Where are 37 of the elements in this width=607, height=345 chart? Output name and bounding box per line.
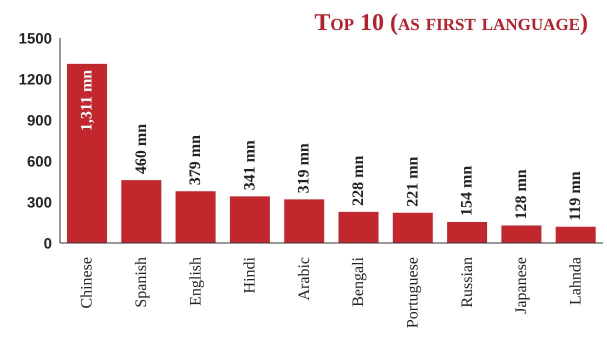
data-label: 319 mn	[296, 143, 313, 194]
data-label: 341 mn	[241, 140, 258, 190]
x-tick-label: Bengali	[350, 256, 368, 307]
x-tick-label: Russian	[458, 257, 476, 308]
bar	[121, 180, 162, 243]
bar	[392, 212, 433, 243]
x-tick-label: Arabic	[296, 257, 313, 301]
data-label: 1,311 mn	[78, 70, 96, 132]
data-label: 221 mn	[404, 156, 422, 207]
y-tick-label: 1500	[18, 30, 52, 48]
data-label: 154 mn	[458, 166, 476, 216]
y-tick-label: 600	[26, 153, 52, 170]
bar	[284, 199, 324, 243]
bar	[176, 191, 216, 243]
y-tick-label: 900	[26, 112, 52, 130]
data-label: 119 mn	[567, 171, 584, 221]
data-label: 379 mn	[187, 134, 204, 186]
x-tick-label: Chinese	[78, 257, 96, 309]
y-tick-label: 1200	[18, 71, 52, 88]
bar	[501, 226, 542, 243]
bar	[67, 64, 107, 243]
y-tick-label: 0	[44, 235, 52, 252]
data-label: 228 mn	[350, 156, 367, 206]
bar	[447, 222, 488, 243]
bar	[556, 226, 596, 243]
data-label: 128 mn	[512, 169, 530, 220]
data-label: 460 mn	[132, 124, 150, 174]
x-tick-label: Spanish	[132, 257, 150, 308]
x-tick-label: Japanese	[513, 257, 530, 314]
bar	[338, 212, 378, 243]
x-tick-label: Portuguese	[404, 257, 422, 328]
x-tick-label: English	[187, 257, 204, 306]
y-tick-label: 300	[26, 194, 52, 212]
bar	[230, 196, 270, 243]
chart-title: Top 10 (as first language)	[314, 10, 588, 37]
x-tick-label: Lahnda	[567, 257, 584, 305]
x-tick-label: Hindi	[242, 256, 259, 294]
